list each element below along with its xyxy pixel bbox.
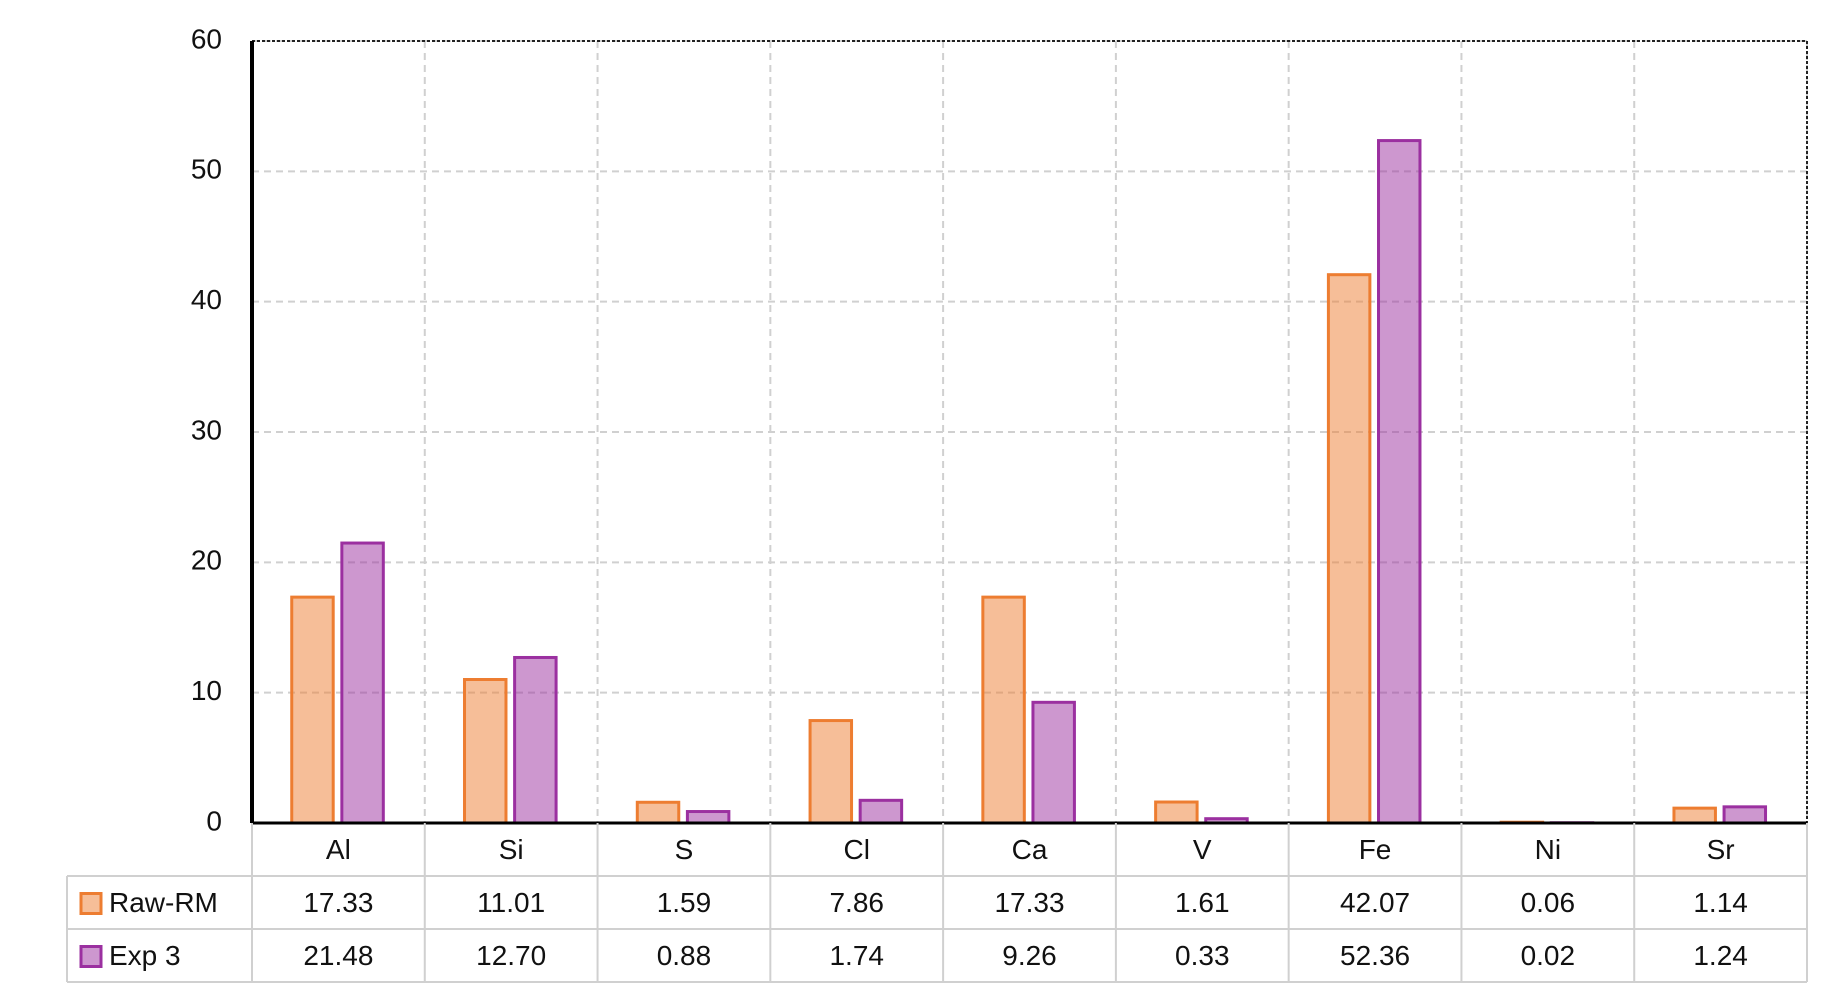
table-value: 17.33	[303, 887, 373, 918]
y-tick-label: 0	[206, 805, 222, 836]
legend-label: Exp 3	[109, 940, 181, 971]
x-tick-label: Sr	[1707, 834, 1735, 865]
table-value: 0.88	[657, 940, 712, 971]
legend-swatch	[79, 892, 103, 915]
bar	[1722, 805, 1768, 825]
table-value: 11.01	[477, 887, 545, 918]
table-value: 17.33	[994, 887, 1064, 918]
bar	[1672, 806, 1717, 825]
table-value: 7.86	[829, 887, 884, 918]
y-tick-label: 50	[191, 154, 222, 185]
table-value: 42.07	[1340, 887, 1410, 918]
table-value: 12.70	[476, 940, 546, 971]
y-tick-label: 60	[191, 23, 222, 54]
table-value: 1.24	[1693, 940, 1748, 971]
table-value: 1.14	[1693, 887, 1748, 918]
table-value: 9.26	[1002, 940, 1057, 971]
bar	[808, 719, 854, 825]
bar	[1377, 139, 1422, 825]
table-value: 1.74	[829, 940, 884, 971]
x-tick-label: V	[1193, 834, 1212, 865]
bar	[340, 541, 385, 825]
legend-swatch	[79, 945, 103, 968]
bar	[685, 810, 731, 825]
x-tick-label: Ca	[1012, 834, 1048, 865]
bar	[1154, 800, 1199, 825]
bar	[290, 595, 335, 825]
table-value: 1.61	[1175, 887, 1230, 918]
legend-label: Raw-RM	[109, 887, 218, 918]
y-tick-label: 20	[191, 545, 222, 576]
table-value: 1.59	[657, 887, 712, 918]
bar	[463, 678, 508, 825]
y-tick-label: 30	[191, 414, 222, 445]
x-tick-label: Al	[326, 834, 351, 865]
table-value: 0.02	[1521, 940, 1576, 971]
bar	[858, 798, 904, 825]
table-value: 21.48	[303, 940, 373, 971]
x-tick-label: S	[675, 834, 694, 865]
x-tick-label: Fe	[1359, 834, 1392, 865]
bar	[1031, 700, 1076, 825]
y-tick-label: 40	[191, 284, 222, 315]
bar	[635, 800, 681, 825]
table-value: 0.33	[1175, 940, 1230, 971]
bar	[981, 595, 1026, 825]
x-tick-label: Si	[499, 834, 524, 865]
y-tick-label: 10	[191, 675, 222, 706]
bar	[1326, 273, 1372, 825]
table-value: 52.36	[1340, 940, 1410, 971]
x-tick-label: Cl	[843, 834, 869, 865]
bar	[513, 655, 558, 825]
table-value: 0.06	[1521, 887, 1576, 918]
x-tick-label: Ni	[1535, 834, 1561, 865]
